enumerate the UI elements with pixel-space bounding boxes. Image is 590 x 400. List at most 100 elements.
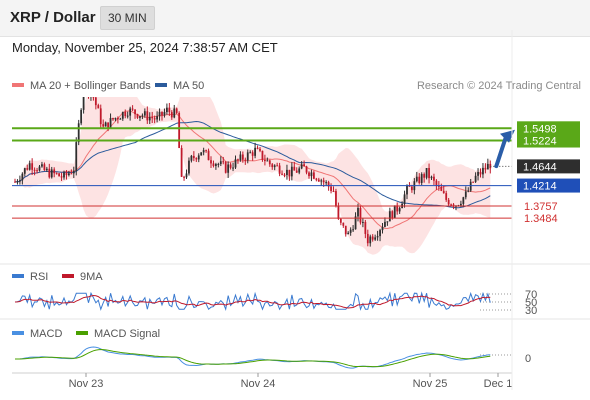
legend-macd-label: MACD <box>30 328 63 340</box>
candle-body <box>82 97 85 110</box>
last-price-label-box <box>517 159 580 174</box>
legend-rsi: RSI <box>12 271 48 283</box>
candle-body <box>185 173 188 178</box>
candle-body <box>430 176 433 179</box>
candle-body <box>104 122 107 127</box>
candle-body <box>349 229 352 233</box>
candle-body <box>33 169 36 171</box>
macd-signal-line <box>15 348 491 368</box>
candle-body <box>259 148 261 151</box>
level-label-1.5498-box <box>517 121 580 136</box>
legend-ma50-label: MA 50 <box>173 80 205 92</box>
candle-body <box>462 197 465 204</box>
candle-body <box>369 236 372 244</box>
candle-body <box>442 190 445 194</box>
candle-body <box>48 168 51 178</box>
candle-body <box>156 116 158 120</box>
instrument-title: XRP / Dollar <box>10 9 96 26</box>
candle-body <box>362 221 364 223</box>
candle-body <box>197 155 200 160</box>
x-tick-label: Dec 1 <box>484 378 513 390</box>
candle-body <box>55 173 58 175</box>
candle-body <box>58 173 60 177</box>
candle-body <box>445 193 448 200</box>
candle-body <box>303 164 305 167</box>
bollinger-band <box>15 97 491 255</box>
candle-body <box>450 204 452 206</box>
candle-body <box>447 199 450 205</box>
candle-body <box>229 164 232 168</box>
bollinger-swatch <box>12 83 24 88</box>
candle-body <box>188 160 190 174</box>
candle-body <box>310 172 313 177</box>
candle-body <box>472 181 475 183</box>
legend-macd-signal-label: MACD Signal <box>94 328 161 340</box>
candle-body <box>386 221 389 223</box>
candle-body <box>16 181 19 183</box>
level-label-1.4214-box <box>517 178 580 193</box>
candle-body <box>224 162 227 173</box>
candle-body <box>332 191 335 193</box>
candle-body <box>268 160 271 165</box>
forecast-arrow-head <box>500 129 515 143</box>
candle-body <box>68 173 70 176</box>
macd-line <box>15 346 491 369</box>
candle-body <box>415 176 418 182</box>
candle-body <box>281 173 283 175</box>
candle-body <box>437 185 440 187</box>
candle-body <box>183 176 185 178</box>
candle-body <box>126 115 129 117</box>
level-label-1.4214: 1.4214 <box>523 181 557 193</box>
legend-macd-signal: MACD Signal <box>76 328 160 340</box>
candle-body <box>21 173 24 181</box>
candle-body <box>217 163 220 165</box>
candle-body <box>124 112 127 117</box>
rsi-tick-50: 50 <box>525 297 537 309</box>
rsi-line <box>14 291 491 311</box>
candle-body <box>210 160 212 164</box>
candle-body <box>273 165 276 168</box>
candle-body <box>315 178 318 180</box>
level-label-1.3757: 1.3757 <box>524 201 558 213</box>
candle-body <box>178 112 181 148</box>
candle-body <box>313 172 315 179</box>
candle-body <box>234 159 237 168</box>
candle-body <box>288 169 291 177</box>
candle-body <box>109 117 112 129</box>
candle-body <box>290 166 293 177</box>
candle-body <box>474 175 477 182</box>
candle-body <box>146 111 149 121</box>
candle-body <box>119 118 122 120</box>
candle-body <box>50 169 53 178</box>
rsi-swatch <box>12 274 24 279</box>
candle-body <box>398 208 401 212</box>
candle-body <box>241 154 244 160</box>
candle-body <box>134 109 136 115</box>
candle-body <box>143 111 146 116</box>
candle-body <box>433 176 435 181</box>
candle-body <box>249 152 252 154</box>
candle-body <box>308 172 310 177</box>
candle-body <box>337 206 340 219</box>
candle-body <box>469 181 472 191</box>
candle-body <box>347 232 350 235</box>
candle-body <box>403 194 406 204</box>
candle-body <box>161 111 163 116</box>
candle-body <box>359 207 362 223</box>
legend-macd: MACD <box>12 328 62 340</box>
candle-body <box>77 123 80 143</box>
candle-body <box>212 163 215 166</box>
legend-rsi-ma: 9MA <box>62 271 103 283</box>
candle-body <box>36 170 38 172</box>
candle-body <box>43 164 46 171</box>
candle-body <box>256 147 259 149</box>
candle-body <box>192 155 195 159</box>
candle-body <box>251 152 254 156</box>
candle-body <box>175 108 178 113</box>
candle-body <box>317 179 320 182</box>
candle-body <box>484 167 487 170</box>
candle-body <box>70 173 73 175</box>
rsi-tick-30: 30 <box>525 305 537 317</box>
candle-body <box>305 166 308 173</box>
interval-button[interactable]: 30 MIN <box>100 6 155 30</box>
